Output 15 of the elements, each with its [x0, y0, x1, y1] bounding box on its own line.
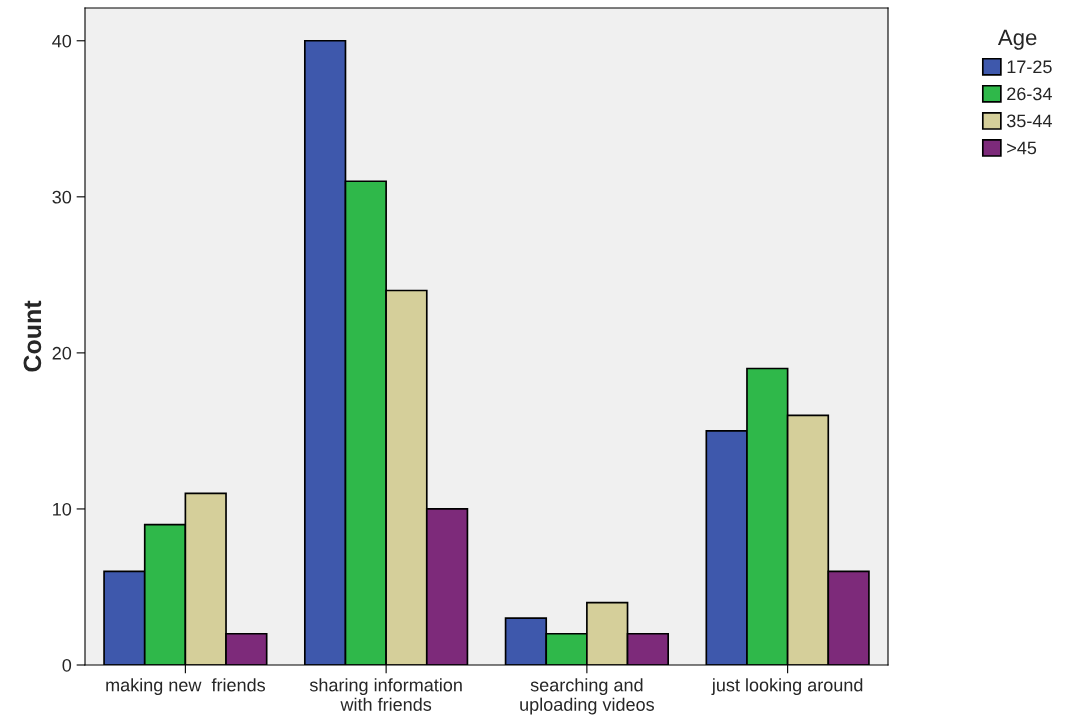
- x-tick-label: making new friends: [106, 678, 266, 696]
- legend-title: Age: [997, 29, 1037, 50]
- y-tick-label: 0: [62, 658, 72, 672]
- y-axis-title: Count: [23, 300, 42, 372]
- x-tick-label: just looking around: [711, 678, 863, 696]
- x-tick-label: searching and uploading videos: [520, 678, 654, 715]
- legend-label: 35-44: [1006, 114, 1052, 128]
- x-tick-label: sharing information with friends: [309, 678, 462, 711]
- legend-label: >45: [1007, 141, 1037, 155]
- legend-label: 17-25: [1007, 60, 1052, 74]
- legend-label: 26-34: [1007, 87, 1052, 101]
- y-tick-label: 10: [53, 502, 72, 516]
- y-tick-label: 40: [52, 34, 72, 48]
- y-tick-label: 30: [52, 190, 72, 204]
- y-tick-label: 20: [52, 346, 72, 360]
